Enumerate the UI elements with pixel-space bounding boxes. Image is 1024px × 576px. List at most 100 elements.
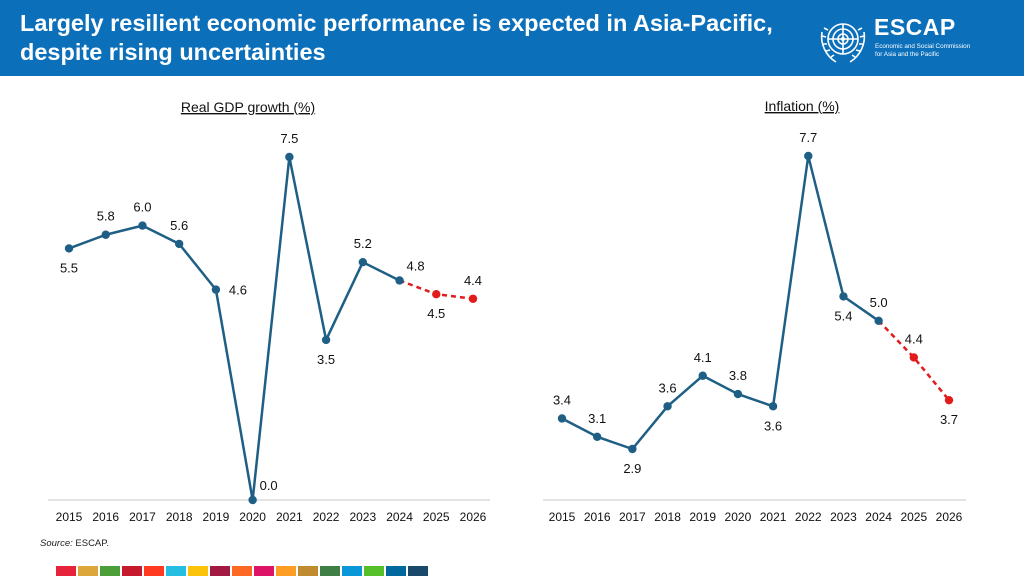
x-tick-label: 2016 bbox=[92, 510, 119, 524]
data-label: 4.5 bbox=[427, 306, 445, 321]
x-tick-label: 2023 bbox=[349, 510, 376, 524]
x-tick-label: 2026 bbox=[936, 510, 963, 524]
data-point bbox=[321, 335, 331, 345]
sdg-color-block bbox=[232, 566, 252, 576]
data-point bbox=[138, 221, 147, 230]
data-label: 4.8 bbox=[407, 258, 425, 273]
x-tick-label: 2017 bbox=[129, 510, 156, 524]
data-label: 4.4 bbox=[905, 331, 923, 346]
sdg-color-block bbox=[276, 566, 296, 576]
sdg-color-block bbox=[386, 566, 406, 576]
data-point bbox=[211, 285, 221, 294]
data-point bbox=[663, 402, 672, 411]
x-tick-label: 2021 bbox=[276, 510, 303, 524]
x-tick-label: 2018 bbox=[166, 510, 193, 524]
data-label: 7.5 bbox=[280, 131, 298, 146]
x-tick-label: 2018 bbox=[654, 510, 681, 524]
data-label: 3.6 bbox=[659, 380, 677, 395]
data-point bbox=[628, 444, 637, 454]
un-emblem-icon bbox=[820, 23, 866, 63]
series-line-actual bbox=[68, 155, 401, 502]
sdg-color-block bbox=[298, 566, 318, 576]
x-tick-label: 2019 bbox=[689, 510, 716, 524]
sdg-color-strip bbox=[56, 566, 428, 576]
sdg-color-block bbox=[144, 566, 164, 576]
data-label: 4.4 bbox=[464, 273, 482, 288]
data-label: 3.6 bbox=[764, 418, 782, 433]
data-label: 5.5 bbox=[60, 260, 78, 275]
escap-logo[interactable]: ESCAP Economic and Social Commission for… bbox=[814, 10, 1014, 68]
sdg-color-block bbox=[254, 566, 274, 576]
data-point bbox=[592, 432, 602, 441]
data-label: 5.6 bbox=[170, 218, 188, 233]
logo-subtitle-line-1: Economic and Social Commission bbox=[875, 43, 971, 50]
data-point bbox=[358, 257, 368, 267]
x-tick-label: 2026 bbox=[460, 510, 487, 524]
source-label: Source: bbox=[40, 538, 73, 549]
data-point bbox=[248, 495, 257, 505]
sdg-color-block bbox=[342, 566, 362, 576]
chart-title: Real GDP growth (%) bbox=[181, 99, 315, 115]
x-tick-label: 2022 bbox=[795, 510, 822, 524]
forecast-point bbox=[432, 290, 441, 299]
forecast-point bbox=[909, 353, 919, 362]
data-label: 5.0 bbox=[870, 295, 888, 310]
header-banner: Largely resilient economic performance i… bbox=[0, 0, 1024, 76]
x-tick-label: 2019 bbox=[203, 510, 230, 524]
data-label: 3.4 bbox=[553, 392, 571, 407]
x-tick-label: 2017 bbox=[619, 510, 646, 524]
logo-wordmark: ESCAP bbox=[874, 14, 956, 40]
data-label: 3.7 bbox=[940, 412, 958, 427]
data-label: 6.0 bbox=[133, 200, 151, 215]
data-label: 4.6 bbox=[229, 283, 247, 298]
x-tick-label: 2015 bbox=[549, 510, 576, 524]
chart-panel-1: Real GDP growth (%) 2015 2016 2017 2018 2019 2… bbox=[48, 99, 490, 524]
data-label: 3.1 bbox=[588, 411, 606, 426]
source-note: Source: ESCAP. bbox=[40, 538, 109, 549]
data-point bbox=[768, 402, 778, 411]
data-point bbox=[733, 389, 743, 399]
sdg-color-block bbox=[320, 566, 340, 576]
chart-panel-2: Inflation (%) 2015 2016 2017 2018 2019 2020 202… bbox=[543, 98, 966, 524]
forecast-point bbox=[944, 395, 954, 405]
data-label: 2.9 bbox=[623, 461, 641, 476]
sdg-color-block bbox=[56, 566, 76, 576]
x-tick-label: 2020 bbox=[725, 510, 752, 524]
logo-subtitle: Economic and Social Commission for Asia … bbox=[875, 43, 1015, 59]
logo-subtitle-line-2: for Asia and the Pacific bbox=[875, 51, 940, 58]
data-label: 7.7 bbox=[799, 130, 817, 145]
x-tick-label: 2022 bbox=[313, 510, 340, 524]
x-tick-label: 2024 bbox=[865, 510, 892, 524]
data-point bbox=[101, 230, 110, 239]
sdg-color-block bbox=[122, 566, 142, 576]
x-tick-label: 2021 bbox=[760, 510, 787, 524]
series-line-actual bbox=[561, 154, 880, 451]
sdg-color-block bbox=[364, 566, 384, 576]
source-text: ESCAP. bbox=[75, 538, 110, 549]
data-label: 0.0 bbox=[260, 478, 278, 493]
x-tick-label: 2016 bbox=[584, 510, 611, 524]
x-tick-label: 2024 bbox=[386, 510, 413, 524]
data-label: 3.5 bbox=[317, 352, 335, 367]
x-tick-label: 2020 bbox=[239, 510, 266, 524]
data-point bbox=[557, 414, 567, 423]
sdg-color-block bbox=[210, 566, 230, 576]
x-tick-label: 2025 bbox=[423, 510, 450, 524]
forecast-point bbox=[468, 294, 478, 303]
data-point bbox=[874, 316, 883, 326]
data-label: 5.4 bbox=[834, 308, 852, 323]
x-tick-label: 2025 bbox=[900, 510, 927, 524]
data-point bbox=[804, 151, 813, 161]
chart-title: Inflation (%) bbox=[765, 98, 840, 114]
data-label: 3.8 bbox=[729, 368, 747, 383]
data-point bbox=[64, 244, 74, 253]
x-tick-label: 2023 bbox=[830, 510, 857, 524]
page-title: Largely resilient economic performance i… bbox=[20, 10, 773, 65]
sdg-color-block bbox=[78, 566, 98, 576]
sdg-color-block bbox=[188, 566, 208, 576]
x-tick-label: 2015 bbox=[56, 510, 83, 524]
data-point bbox=[285, 152, 294, 162]
data-label: 5.2 bbox=[354, 236, 372, 251]
data-label: 5.8 bbox=[97, 209, 115, 224]
